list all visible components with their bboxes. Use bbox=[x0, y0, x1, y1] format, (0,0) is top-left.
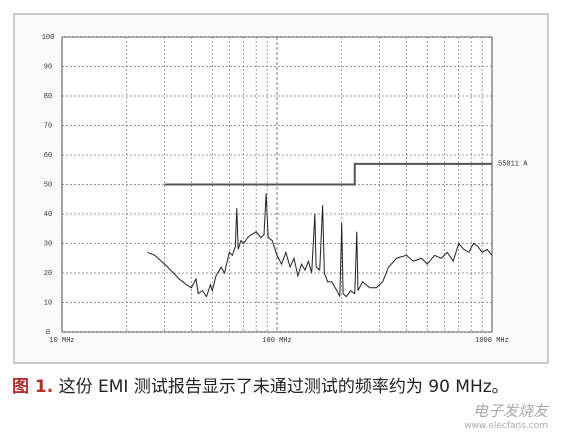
series-line bbox=[147, 193, 493, 298]
caption-label: 图 1. bbox=[12, 377, 54, 397]
y-tick-label: 100 bbox=[42, 34, 55, 42]
legend-label: 55011 A bbox=[498, 161, 528, 169]
watermark: 电子发烧友 www.elecfans.com bbox=[464, 400, 548, 431]
caption: 图 1. 这份 EMI 测试报告显示了未通过测试的频率约为 90 MHz。 bbox=[12, 372, 552, 402]
y-tick-label: 30 bbox=[44, 240, 52, 248]
x-tick-label: 100 MHz bbox=[262, 337, 291, 345]
y-tick-label: 60 bbox=[44, 152, 52, 160]
y-tick-label: 0 bbox=[46, 329, 50, 337]
y-tick-label: 90 bbox=[44, 63, 52, 71]
caption-text: 这份 EMI 测试报告显示了未通过测试的频率约为 90 MHz。 bbox=[58, 377, 509, 397]
y-tick-label: 50 bbox=[44, 181, 52, 189]
x-tick-label: 10 MHz bbox=[49, 337, 74, 345]
y-tick-label: 10 bbox=[44, 299, 52, 307]
y-tick-label: 70 bbox=[44, 122, 52, 130]
watermark-url: www.elecfans.com bbox=[464, 421, 548, 431]
chart: 0 10 20 30 40 50 60 70 80 90 100 10 MHz 100 MHz 1000 … bbox=[13, 13, 549, 364]
y-tick-label: 80 bbox=[44, 93, 52, 101]
y-tick-label: 20 bbox=[44, 270, 52, 278]
x-tick-label: 1000 MHz bbox=[475, 337, 509, 345]
series-line bbox=[164, 162, 492, 186]
watermark-brand: 电子发烧友 bbox=[472, 402, 548, 420]
y-tick-label: 40 bbox=[44, 211, 52, 219]
